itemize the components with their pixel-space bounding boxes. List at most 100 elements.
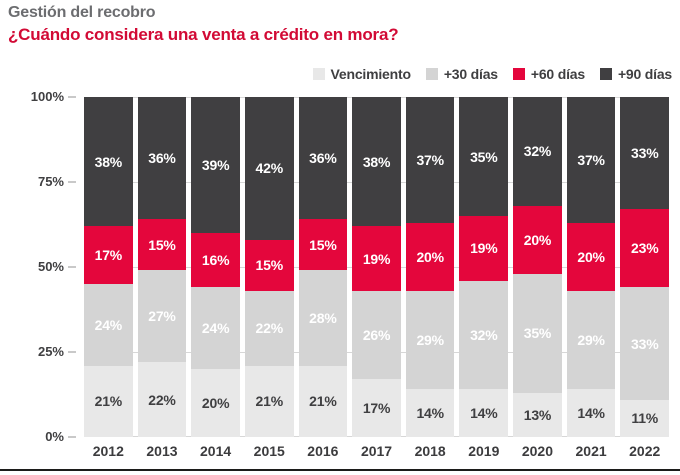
x-tick-label: 2021	[575, 443, 607, 459]
bar-segment: 20%	[513, 205, 562, 274]
bar-segment: 22%	[244, 290, 294, 366]
segment-value-label: 22%	[255, 320, 284, 337]
segment-value-label: 17%	[94, 247, 123, 264]
bar-segment: 20%	[191, 369, 240, 437]
bar-2018: 14% 29% 20% 37%	[405, 97, 455, 437]
legend-swatch-icon	[425, 68, 438, 80]
legend-item: Vencimiento	[312, 66, 411, 82]
y-tick-mark	[68, 351, 76, 353]
bar-2022: 11% 33% 23% 33%	[620, 97, 670, 437]
y-tick-label: 50%	[37, 259, 64, 274]
bar-segment: 21%	[244, 365, 294, 437]
segment-value-label: 26%	[362, 327, 391, 343]
bar-segment: 21%	[298, 365, 348, 437]
bar-segment: 20%	[405, 222, 455, 291]
bar-2017: 17% 26% 19% 38%	[352, 97, 401, 437]
segment-value-label: 14%	[416, 405, 444, 422]
bar-segment: 14%	[566, 389, 616, 437]
legend-item-label: +90 días	[617, 66, 672, 82]
bar-2021: 14% 29% 20% 37%	[566, 97, 616, 437]
legend-item-label: +30 días	[443, 66, 498, 82]
bar-segment: 19%	[352, 226, 401, 291]
segment-value-label: 15%	[309, 236, 337, 253]
bar-segment: 14%	[405, 389, 455, 437]
bar-segment: 39%	[191, 97, 240, 234]
bar-segment: 29%	[566, 290, 616, 390]
segment-value-label: 23%	[631, 240, 659, 257]
segment-value-label: 11%	[631, 410, 659, 427]
bar-segment: 14%	[459, 389, 509, 437]
y-tick-label: 25%	[37, 344, 64, 359]
y-tick-mark	[68, 436, 76, 438]
bar-segment: 20%	[566, 222, 616, 291]
y-tick-mark	[68, 181, 76, 183]
x-tick-label: 2015	[253, 443, 285, 459]
segment-value-label: 14%	[577, 405, 605, 422]
bar-2013: 22% 27% 15% 36%	[137, 97, 187, 437]
segment-value-label: 24%	[201, 320, 230, 337]
bar-segment: 21%	[84, 365, 133, 437]
segment-value-label: 15%	[148, 236, 176, 253]
bar-segment: 13%	[513, 392, 562, 437]
legend-swatch-icon	[599, 68, 612, 80]
y-tick-mark	[68, 266, 76, 268]
bottom-rule	[0, 469, 680, 471]
segment-value-label: 16%	[201, 252, 230, 269]
segment-value-label: 21%	[255, 393, 284, 410]
bars: 21% 24% 17% 38% 22% 27% 15% 36% 20% 24% 16% 39% 21% 2…	[84, 97, 670, 437]
legend-swatch-icon	[312, 68, 325, 80]
plot-area: 21% 24% 17% 38% 22% 27% 15% 36% 20% 24% 16% 39% 21% 2…	[84, 97, 670, 437]
kicker: Gestión del recobro	[8, 4, 156, 21]
bar-segment: 33%	[620, 97, 670, 210]
segment-value-label: 20%	[201, 395, 230, 411]
segment-value-label: 33%	[631, 335, 659, 352]
bar-segment: 26%	[352, 290, 401, 380]
x-tick-label: 2018	[414, 443, 446, 459]
segment-value-label: 19%	[362, 250, 391, 267]
segment-value-label: 39%	[201, 157, 230, 173]
bar-segment: 29%	[405, 290, 455, 390]
bar-segment: 15%	[244, 239, 294, 291]
segment-value-label: 29%	[577, 332, 605, 349]
x-axis: 2012 2013 2014 2015 2016 2017 2018 2019 2020 2021…	[84, 443, 669, 459]
bar-segment: 22%	[137, 362, 187, 437]
x-tick-label: 2013	[146, 443, 178, 459]
segment-value-label: 38%	[94, 153, 123, 170]
y-tick-label: 75%	[37, 174, 64, 189]
y-tick-label: 0%	[45, 429, 64, 444]
segment-value-label: 17%	[362, 400, 391, 417]
bar-segment: 24%	[84, 284, 133, 366]
bar-segment: 24%	[191, 287, 240, 369]
segment-value-label: 38%	[362, 153, 391, 170]
bar-2012: 21% 24% 17% 38%	[84, 97, 133, 437]
bar-segment: 37%	[566, 97, 616, 223]
bar-segment: 23%	[620, 209, 670, 288]
bar-segment: 35%	[513, 273, 562, 393]
segment-value-label: 21%	[94, 393, 123, 410]
bar-segment: 36%	[298, 97, 348, 220]
segment-value-label: 32%	[523, 143, 552, 160]
bar-segment: 36%	[137, 97, 187, 220]
segment-value-label: 20%	[416, 248, 444, 265]
x-tick-label: 2020	[521, 443, 554, 459]
x-tick-label: 2022	[629, 443, 661, 459]
bar-2014: 20% 24% 16% 39%	[191, 97, 240, 437]
bar-2020: 13% 35% 20% 32%	[513, 97, 562, 437]
x-tick-label: 2012	[92, 443, 124, 459]
y-tick-label: 100%	[30, 89, 64, 104]
segment-value-label: 37%	[577, 151, 605, 168]
segment-value-label: 35%	[470, 148, 498, 165]
bar-segment: 38%	[84, 97, 133, 227]
bar-2019: 14% 32% 19% 35%	[459, 97, 509, 437]
segment-value-label: 42%	[255, 160, 284, 177]
bar-segment: 15%	[137, 219, 187, 271]
legend-swatch-icon	[512, 68, 525, 80]
segment-value-label: 22%	[148, 391, 176, 408]
legend-item-label: Vencimiento	[330, 66, 411, 82]
bar-segment: 17%	[352, 379, 401, 437]
bar-segment: 16%	[191, 233, 240, 288]
segment-value-label: 37%	[416, 151, 444, 168]
legend: Vencimiento +30 días +60 días +90 días	[312, 66, 672, 82]
x-tick-label: 2019	[468, 443, 500, 459]
